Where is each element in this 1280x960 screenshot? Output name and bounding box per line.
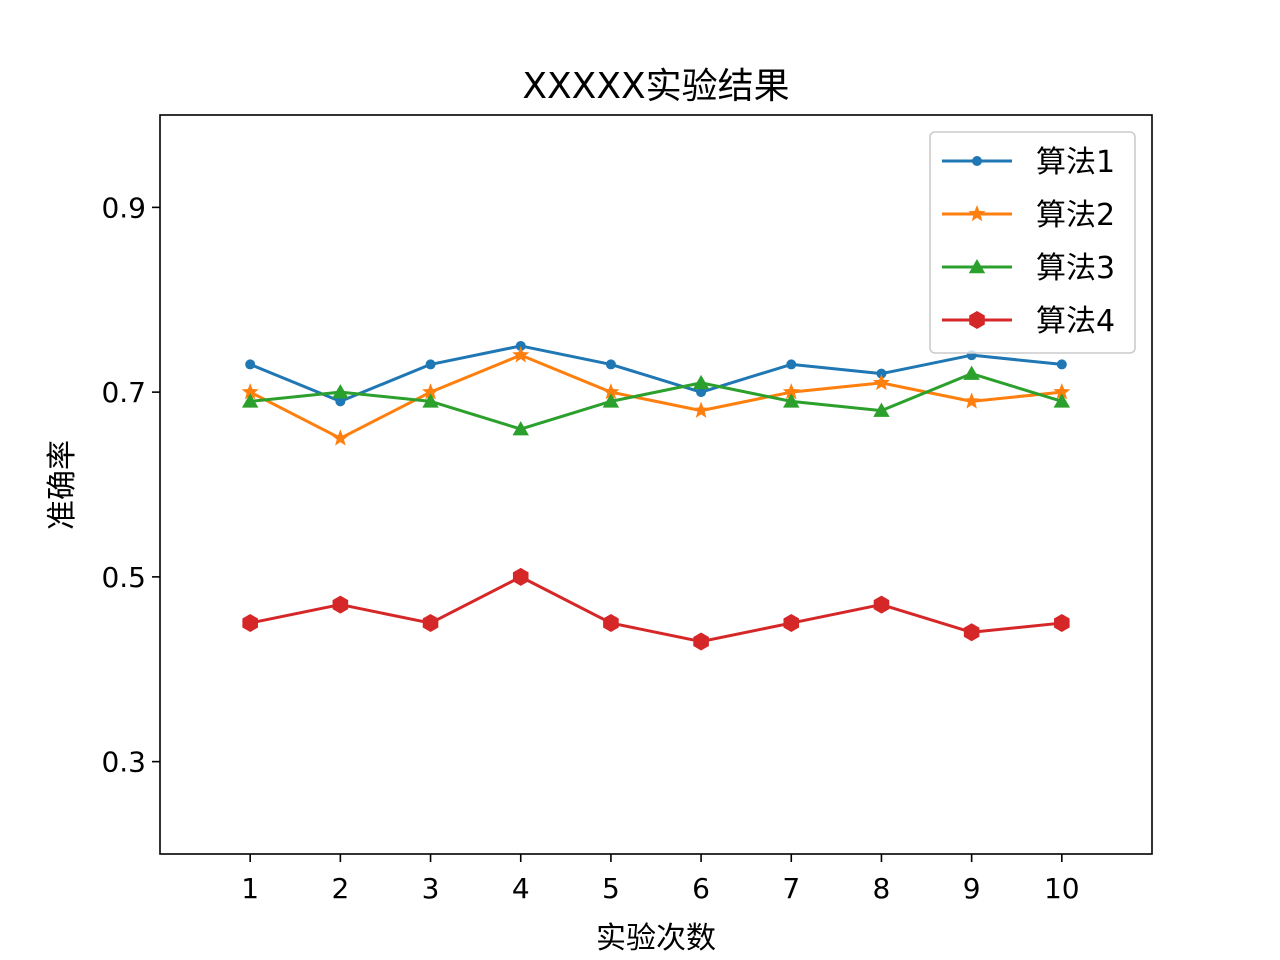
y-axis: 0.3 0.5 0.7 0.9 [101, 191, 160, 779]
legend-marker [969, 311, 985, 329]
x-tick-label: 10 [1044, 872, 1080, 905]
data-point [515, 340, 526, 351]
data-point [602, 383, 620, 400]
x-tick-label: 7 [782, 872, 800, 905]
data-point [241, 383, 259, 400]
data-point [422, 393, 439, 408]
data-point [872, 373, 891, 391]
x-axis-title: 实验次数 [596, 921, 716, 956]
x-tick-label: 5 [602, 872, 620, 905]
series-line [249, 575, 1062, 644]
data-point [241, 393, 259, 408]
x-tick-label: 2 [331, 872, 349, 905]
legend-item: 算法1 [942, 145, 1115, 180]
data-point [602, 393, 620, 408]
legend-marker [972, 156, 982, 166]
data-point [782, 383, 800, 400]
legend-item: 算法4 [942, 304, 1115, 339]
y-tick-label: 0.5 [101, 561, 146, 594]
data-point [1054, 614, 1070, 633]
data-point [245, 359, 256, 370]
data-point [692, 374, 710, 390]
y-tick-label: 0.9 [101, 191, 146, 224]
data-point [603, 614, 619, 633]
y-tick-label: 0.7 [101, 376, 146, 409]
x-axis: 1 2 3 4 5 6 7 8 9 10 [241, 854, 1080, 905]
legend-label: 算法1 [1036, 145, 1115, 180]
data-point [873, 402, 890, 417]
x-tick-label: 8 [873, 872, 891, 905]
legend-label: 算法2 [1036, 198, 1115, 233]
legend-marker [968, 259, 986, 274]
x-tick-label: 4 [512, 872, 530, 905]
chart-title: XXXXX实验结果 [522, 66, 789, 107]
data-point [605, 359, 616, 370]
series-layer [241, 340, 1071, 651]
x-tick-label: 6 [692, 872, 710, 905]
data-point [422, 614, 439, 633]
data-point [1056, 359, 1067, 370]
legend-label: 算法4 [1036, 304, 1115, 339]
data-point [512, 346, 530, 363]
data-point [783, 614, 800, 633]
legend-item: 算法3 [942, 251, 1115, 286]
data-point [876, 368, 887, 379]
data-point [335, 396, 346, 407]
y-axis-title: 准确率 [45, 440, 80, 530]
legend-marker [968, 205, 986, 222]
data-point [963, 623, 980, 642]
x-tick-label: 1 [241, 872, 259, 905]
data-point [512, 421, 529, 436]
data-point [425, 359, 436, 370]
data-point [512, 567, 529, 586]
x-tick-label: 9 [963, 872, 981, 905]
data-point [1053, 393, 1071, 408]
data-point [696, 387, 707, 398]
data-point [963, 392, 981, 409]
data-point [332, 384, 349, 399]
data-point [786, 359, 797, 370]
legend-label: 算法3 [1036, 251, 1115, 286]
data-point [242, 614, 258, 633]
data-point [692, 401, 710, 418]
data-point [1053, 383, 1071, 400]
legend: 算法1 算法2 算法3 算法4 [929, 131, 1136, 354]
data-point [873, 595, 890, 614]
legend-item: 算法2 [942, 198, 1115, 233]
x-tick-label: 3 [422, 872, 440, 905]
series-line [250, 372, 1063, 431]
plot-area-frame [159, 114, 1153, 855]
series-line [249, 344, 1062, 403]
legend-box [929, 131, 1136, 354]
data-point [331, 429, 349, 446]
series-4 [242, 567, 1070, 651]
data-point [693, 632, 709, 651]
y-tick-label: 0.3 [101, 746, 146, 779]
data-point [332, 595, 349, 614]
series-3 [241, 365, 1071, 436]
data-point [783, 393, 800, 408]
data-point [963, 365, 980, 380]
data-point [421, 383, 440, 400]
